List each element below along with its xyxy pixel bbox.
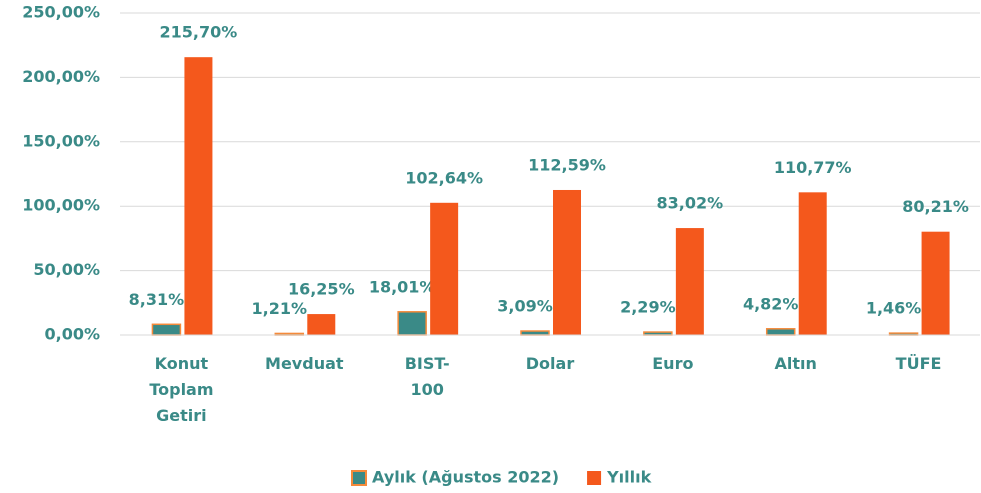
bar bbox=[307, 314, 336, 335]
bar bbox=[397, 311, 427, 336]
data-label: 8,31% bbox=[129, 290, 185, 309]
data-label: 1,46% bbox=[866, 299, 922, 318]
x-tick-label: TÜFE bbox=[895, 354, 942, 373]
bar bbox=[553, 189, 581, 335]
data-label: 16,25% bbox=[288, 280, 355, 299]
data-label: 80,21% bbox=[902, 197, 969, 216]
x-tick-label: Dolar bbox=[525, 354, 575, 373]
bar bbox=[921, 231, 950, 335]
data-label: 215,70% bbox=[160, 23, 238, 42]
y-tick-label: 250,00% bbox=[22, 3, 100, 22]
y-tick-label: 200,00% bbox=[22, 67, 100, 86]
x-tick-label: Euro bbox=[652, 354, 694, 373]
data-label: 4,82% bbox=[743, 294, 799, 313]
legend-label: Yıllık bbox=[606, 468, 652, 487]
bar bbox=[798, 192, 827, 335]
bar bbox=[765, 328, 796, 336]
data-label: 3,09% bbox=[497, 297, 553, 316]
y-tick-label: 150,00% bbox=[22, 131, 100, 150]
data-label: 102,64% bbox=[405, 168, 483, 187]
data-label: 110,77% bbox=[774, 158, 852, 177]
y-tick-label: 100,00% bbox=[22, 196, 100, 215]
bar bbox=[675, 228, 704, 335]
legend-swatch bbox=[587, 471, 602, 485]
bar bbox=[520, 330, 550, 336]
bar bbox=[430, 202, 459, 335]
data-label: 112,59% bbox=[528, 155, 606, 174]
legend-label: Aylık (Ağustos 2022) bbox=[372, 468, 559, 487]
data-label: 2,29% bbox=[620, 298, 676, 317]
data-label: 18,01% bbox=[369, 277, 436, 296]
data-label: 83,02% bbox=[657, 194, 724, 213]
bar bbox=[184, 57, 213, 335]
x-tick-label: Altın bbox=[774, 354, 817, 373]
legend-swatch bbox=[351, 470, 367, 486]
x-tick-label: BIST-100 bbox=[404, 354, 450, 399]
y-tick-label: 50,00% bbox=[33, 260, 100, 279]
x-tick-label: Konut Toplam Getiri bbox=[149, 354, 214, 425]
data-label: 1,21% bbox=[252, 299, 308, 318]
bar bbox=[151, 323, 182, 336]
x-tick-label: Mevduat bbox=[265, 354, 344, 373]
y-tick-label: 0,00% bbox=[44, 325, 100, 344]
